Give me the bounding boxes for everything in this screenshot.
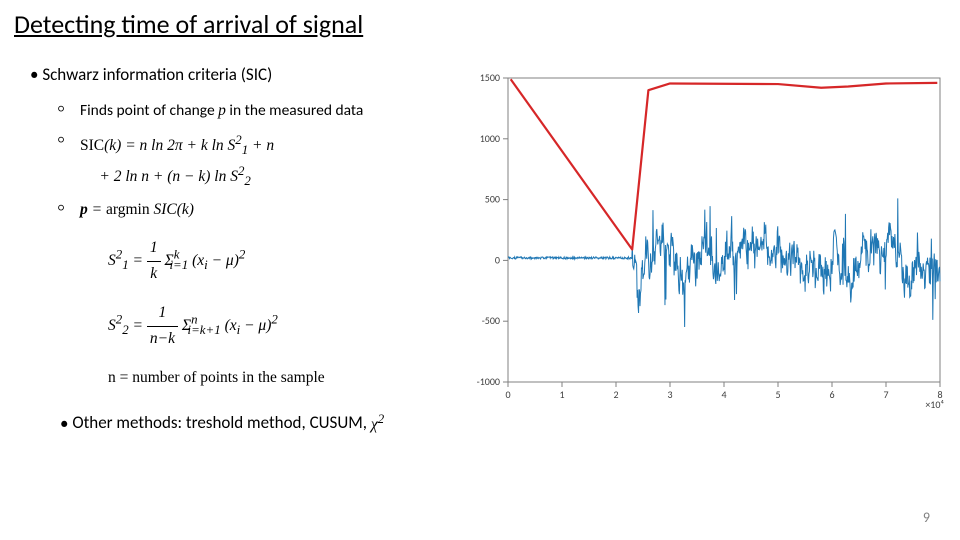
svg-text:×10⁴: ×10⁴ [925, 398, 944, 410]
svg-text:0: 0 [505, 388, 510, 401]
svg-text:500: 500 [485, 193, 500, 206]
svg-text:0: 0 [495, 253, 500, 266]
eqn-n: n = number of points in the sample [108, 366, 450, 391]
page-number: 9 [923, 509, 930, 526]
svg-text:-1000: -1000 [477, 375, 500, 388]
svg-text:1000: 1000 [480, 132, 500, 145]
chart-svg: -1000-500050010001500012345678×10⁴ [460, 70, 950, 410]
slide-title: Detecting time of arrival of signal [0, 0, 960, 40]
svg-text:4: 4 [721, 388, 726, 401]
svg-text:7: 7 [883, 388, 888, 401]
svg-text:3: 3 [667, 388, 672, 401]
left-column: Schwarz information criteria (SIC) Finds… [0, 40, 450, 434]
svg-text:5: 5 [775, 388, 780, 401]
bullet-other: Other methods: treshold method, CUSUM, χ… [30, 410, 450, 433]
svg-text:1500: 1500 [480, 71, 500, 84]
svg-text:6: 6 [829, 388, 834, 401]
eqn-s2: S22 = 1n−k Σni=k+1 (xi − μ)2 [108, 301, 450, 352]
sub-argmin: p = argmin SIC(k) [58, 198, 450, 223]
svg-text:1: 1 [559, 388, 564, 401]
sub-equations: S21 = 1k Σki=1 (xi − μ)2 S22 = 1n−k Σni=… [58, 236, 450, 390]
eqn-s1: S21 = 1k Σki=1 (xi − μ)2 [108, 236, 450, 287]
math-block: Finds point of change p in the measured … [30, 99, 450, 390]
sub-find-point: Finds point of change p in the measured … [58, 99, 450, 124]
chart: -1000-500050010001500012345678×10⁴ [460, 70, 950, 410]
svg-text:2: 2 [613, 388, 618, 401]
svg-text:-500: -500 [482, 314, 500, 327]
bullet-sic: Schwarz information criteria (SIC) [30, 64, 450, 85]
slide: Detecting time of arrival of signal Schw… [0, 0, 960, 540]
sub-sic-formula: SIC(k) = n ln 2π + k ln S21 + n + 2 ln n… [58, 130, 450, 192]
